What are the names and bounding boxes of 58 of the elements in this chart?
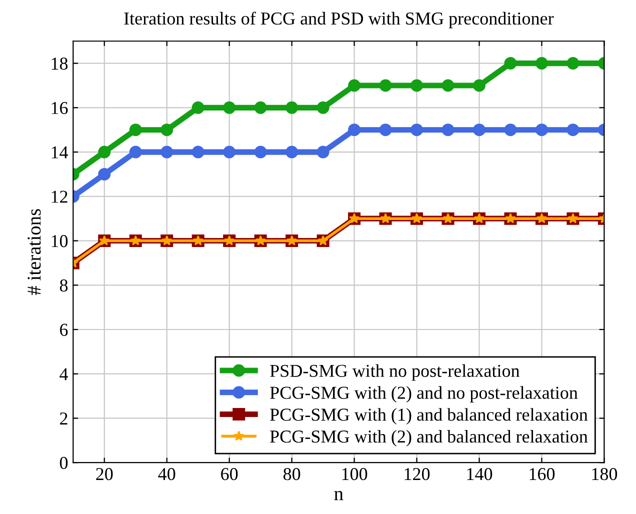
- x-tick-label: 20: [96, 468, 113, 480]
- x-axis-title: n: [334, 490, 344, 500]
- point: [566, 124, 580, 136]
- point: [504, 124, 517, 136]
- y-tick-label: 4: [60, 368, 68, 380]
- point: [98, 168, 111, 180]
- point: [223, 146, 236, 158]
- y-tick-label: 14: [52, 146, 68, 158]
- point: [254, 146, 267, 158]
- point: [472, 79, 486, 92]
- point: [379, 79, 392, 92]
- y-tick-label: 18: [52, 58, 68, 70]
- point: [410, 79, 424, 92]
- point: [535, 124, 548, 136]
- y-tick-label: 10: [52, 235, 68, 248]
- y-tick-label: 2: [60, 412, 68, 424]
- point: [442, 79, 454, 92]
- legend-label: PCG-SMG with (2) and balanced relaxation: [270, 430, 588, 446]
- legend-label: PSD-SMG with no post-relaxation: [270, 364, 520, 381]
- chart-title: Iteration results of PCG and PSD with SMG preconditioner: [124, 12, 554, 28]
- y-tick-label: 12: [52, 190, 68, 203]
- x-tick-label: 160: [530, 468, 555, 480]
- point: [160, 124, 174, 136]
- point: [348, 124, 361, 136]
- y-tick-label: 16: [52, 102, 68, 114]
- x-tick-label: 140: [467, 468, 492, 480]
- point: [316, 101, 330, 114]
- x-tick-label: 180: [592, 468, 618, 480]
- point: [98, 146, 111, 158]
- point: [254, 101, 267, 114]
- point: [129, 124, 142, 136]
- point: [192, 146, 204, 158]
- point: [348, 79, 361, 92]
- point: [566, 57, 580, 70]
- point: [192, 101, 204, 114]
- x-tick-label: 60: [221, 468, 238, 480]
- x-tick-label: 120: [404, 468, 430, 480]
- x-tick-label: 40: [158, 468, 176, 480]
- point: [286, 146, 298, 158]
- x-tick-label: 80: [283, 468, 300, 480]
- point: [442, 124, 454, 136]
- point: [316, 146, 330, 158]
- y-tick-label: 8: [60, 279, 68, 292]
- y-tick-label: 0: [60, 456, 68, 470]
- point: [160, 146, 174, 158]
- point: [535, 57, 548, 70]
- point: [129, 146, 142, 158]
- y-tick-label: 6: [60, 324, 68, 336]
- point: [379, 124, 392, 136]
- point: [504, 57, 517, 70]
- point: [410, 124, 424, 136]
- point: [286, 101, 298, 114]
- y-axis-title: # iterations: [28, 209, 41, 295]
- legend-label: PCG-SMG with (1) and balanced relaxation: [270, 408, 588, 424]
- x-tick-label: 100: [342, 468, 368, 480]
- point: [472, 124, 486, 136]
- legend-label: PCG-SMG with (2) and no post-relaxation: [270, 386, 578, 403]
- point: [223, 101, 236, 114]
